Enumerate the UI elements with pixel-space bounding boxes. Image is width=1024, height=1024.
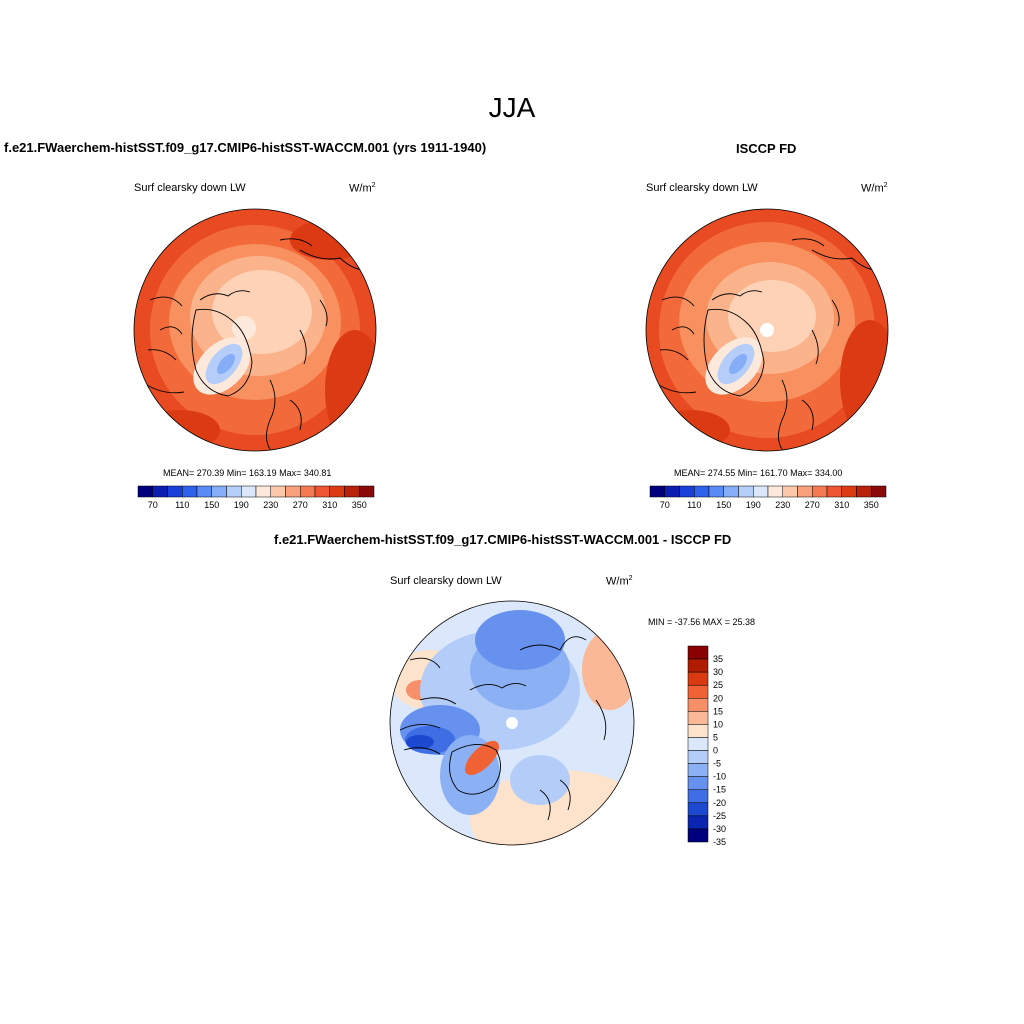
colorbar-isccp-swatch <box>797 485 813 498</box>
colorbar-model-swatch <box>314 485 330 498</box>
colorbar-isccp-tick-label: 230 <box>775 500 790 510</box>
colorbar-model-swatch <box>285 485 301 498</box>
colorbar-difference-tick-label: 30 <box>713 667 723 677</box>
colorbar-isccp-swatch <box>738 485 754 498</box>
colorbar-model-swatch <box>241 485 257 498</box>
colorbar-model: 70 110 150 190 230 270 310 350 <box>137 485 375 510</box>
colorbar-isccp: 70 110 150 190 230 270 310 350 <box>649 485 887 510</box>
panel1-title: f.e21.FWaerchem-histSST.f09_g17.CMIP6-hi… <box>4 140 487 155</box>
colorbar-isccp-swatch <box>812 485 828 498</box>
figure-title: JJA <box>488 92 536 123</box>
colorbar-difference-swatch <box>687 684 709 699</box>
map-model <box>134 209 376 451</box>
panel1-units: W/m2 <box>349 182 376 195</box>
colorbar-isccp-swatch <box>856 485 872 498</box>
colorbar-difference-tick-label: -5 <box>713 759 721 769</box>
colorbar-model-tick-label: 70 <box>148 500 158 510</box>
colorbar-model-swatch <box>226 485 242 498</box>
colorbar-model-swatch <box>270 485 286 498</box>
colorbar-isccp-swatch <box>679 485 695 498</box>
colorbar-model-tick-label: 310 <box>322 500 337 510</box>
colorbar-difference-swatch <box>687 658 709 673</box>
panel2-variable-label: Surf clearsky down LW <box>646 182 758 194</box>
colorbar-isccp-tick-label: 110 <box>687 500 701 510</box>
colorbar-isccp-tick-label: 350 <box>864 500 879 510</box>
colorbar-difference-tick-label: -20 <box>713 798 726 808</box>
colorbar-model-tick-label: 190 <box>234 500 249 510</box>
panel1-stats: MEAN= 270.39 Min= 163.19 Max= 340.81 <box>163 468 332 478</box>
colorbar-model-tick-label: 150 <box>204 500 219 510</box>
colorbar-isccp-swatch <box>782 485 798 498</box>
colorbar-model-swatch <box>344 485 360 498</box>
panel3-variable-label: Surf clearsky down LW <box>390 575 502 587</box>
colorbar-isccp-swatch <box>664 485 680 498</box>
map-isccp <box>646 209 888 451</box>
panel3-title: f.e21.FWaerchem-histSST.f09_g17.CMIP6-hi… <box>274 532 732 547</box>
colorbar-difference-tick-label: 20 <box>713 693 723 703</box>
colorbar-model-swatch <box>167 485 183 498</box>
colorbar-difference-tick-label: -30 <box>713 824 726 834</box>
panel1-variable-label: Surf clearsky down LW <box>134 182 246 194</box>
colorbar-difference: 35 30 25 20 15 10 5 0 -5 -10 -15 -20 -25 -30 -35 <box>687 645 726 847</box>
colorbar-difference-tick-label: 15 <box>713 706 723 716</box>
colorbar-isccp-swatch <box>753 485 769 498</box>
colorbar-model-swatch <box>152 485 168 498</box>
colorbar-isccp-swatch <box>841 485 857 498</box>
coastlines-difference <box>399 636 607 821</box>
colorbar-isccp-swatch <box>649 485 665 498</box>
colorbar-isccp-swatch <box>767 485 783 498</box>
colorbar-difference-tick-label: -25 <box>713 811 726 821</box>
colorbar-isccp-swatch <box>723 485 739 498</box>
colorbar-model-swatch <box>137 485 153 498</box>
colorbar-difference-swatch <box>687 802 709 817</box>
colorbar-difference-swatch <box>687 698 709 712</box>
colorbar-isccp-swatch <box>826 485 842 498</box>
colorbar-isccp-tick-label: 150 <box>716 500 731 510</box>
colorbar-model-tick-label: 270 <box>293 500 308 510</box>
colorbar-difference-swatch <box>687 671 709 686</box>
panel2-title: ISCCP FD <box>736 141 797 156</box>
colorbar-isccp-swatch <box>694 485 710 498</box>
colorbar-difference-tick-label: 35 <box>713 654 723 664</box>
colorbar-difference-swatch <box>687 645 709 660</box>
colorbar-isccp-tick-label: 270 <box>805 500 820 510</box>
colorbar-difference-tick-label: -35 <box>713 837 726 847</box>
colorbar-difference-swatch <box>687 828 709 843</box>
colorbar-difference-tick-label: 25 <box>713 680 723 690</box>
colorbar-isccp-tick-label: 190 <box>746 500 761 510</box>
colorbar-difference-tick-label: -15 <box>713 785 726 795</box>
colorbar-difference-swatch <box>687 815 709 830</box>
colorbar-model-swatch <box>255 485 271 498</box>
colorbar-model-swatch <box>196 485 212 498</box>
map-difference <box>390 601 634 845</box>
colorbar-difference-swatch <box>687 724 709 738</box>
panel3-stats: MIN = -37.56 MAX = 25.38 <box>648 617 756 627</box>
panel3-units: W/m2 <box>606 575 633 588</box>
panel2-units: W/m2 <box>861 182 888 195</box>
colorbar-difference-swatch <box>687 776 709 790</box>
colorbar-model-tick-label: 350 <box>352 500 367 510</box>
colorbar-model-swatch <box>211 485 227 498</box>
colorbar-model-tick-label: 230 <box>263 500 278 510</box>
colorbar-difference-swatch <box>687 711 709 725</box>
colorbar-difference-swatch <box>687 763 709 777</box>
colorbar-model-tick-label: 110 <box>175 500 189 510</box>
colorbar-difference-tick-label: 10 <box>713 719 723 729</box>
colorbar-model-swatch <box>182 485 198 498</box>
colorbar-difference-swatch <box>687 737 709 751</box>
colorbar-isccp-tick-label: 310 <box>834 500 849 510</box>
colorbar-difference-tick-label: 5 <box>713 732 718 742</box>
colorbar-difference-swatch <box>687 750 709 764</box>
colorbar-isccp-swatch <box>871 485 887 498</box>
colorbar-difference-tick-label: 0 <box>713 746 718 756</box>
colorbar-difference-swatch <box>687 789 709 804</box>
panel2-stats: MEAN= 274.55 Min= 161.70 Max= 334.00 <box>674 468 843 478</box>
colorbar-difference-tick-label: -10 <box>713 772 726 782</box>
colorbar-model-swatch <box>300 485 316 498</box>
colorbar-model-swatch <box>359 485 375 498</box>
colorbar-model-swatch <box>329 485 345 498</box>
colorbar-isccp-swatch <box>708 485 724 498</box>
colorbar-isccp-tick-label: 70 <box>660 500 670 510</box>
